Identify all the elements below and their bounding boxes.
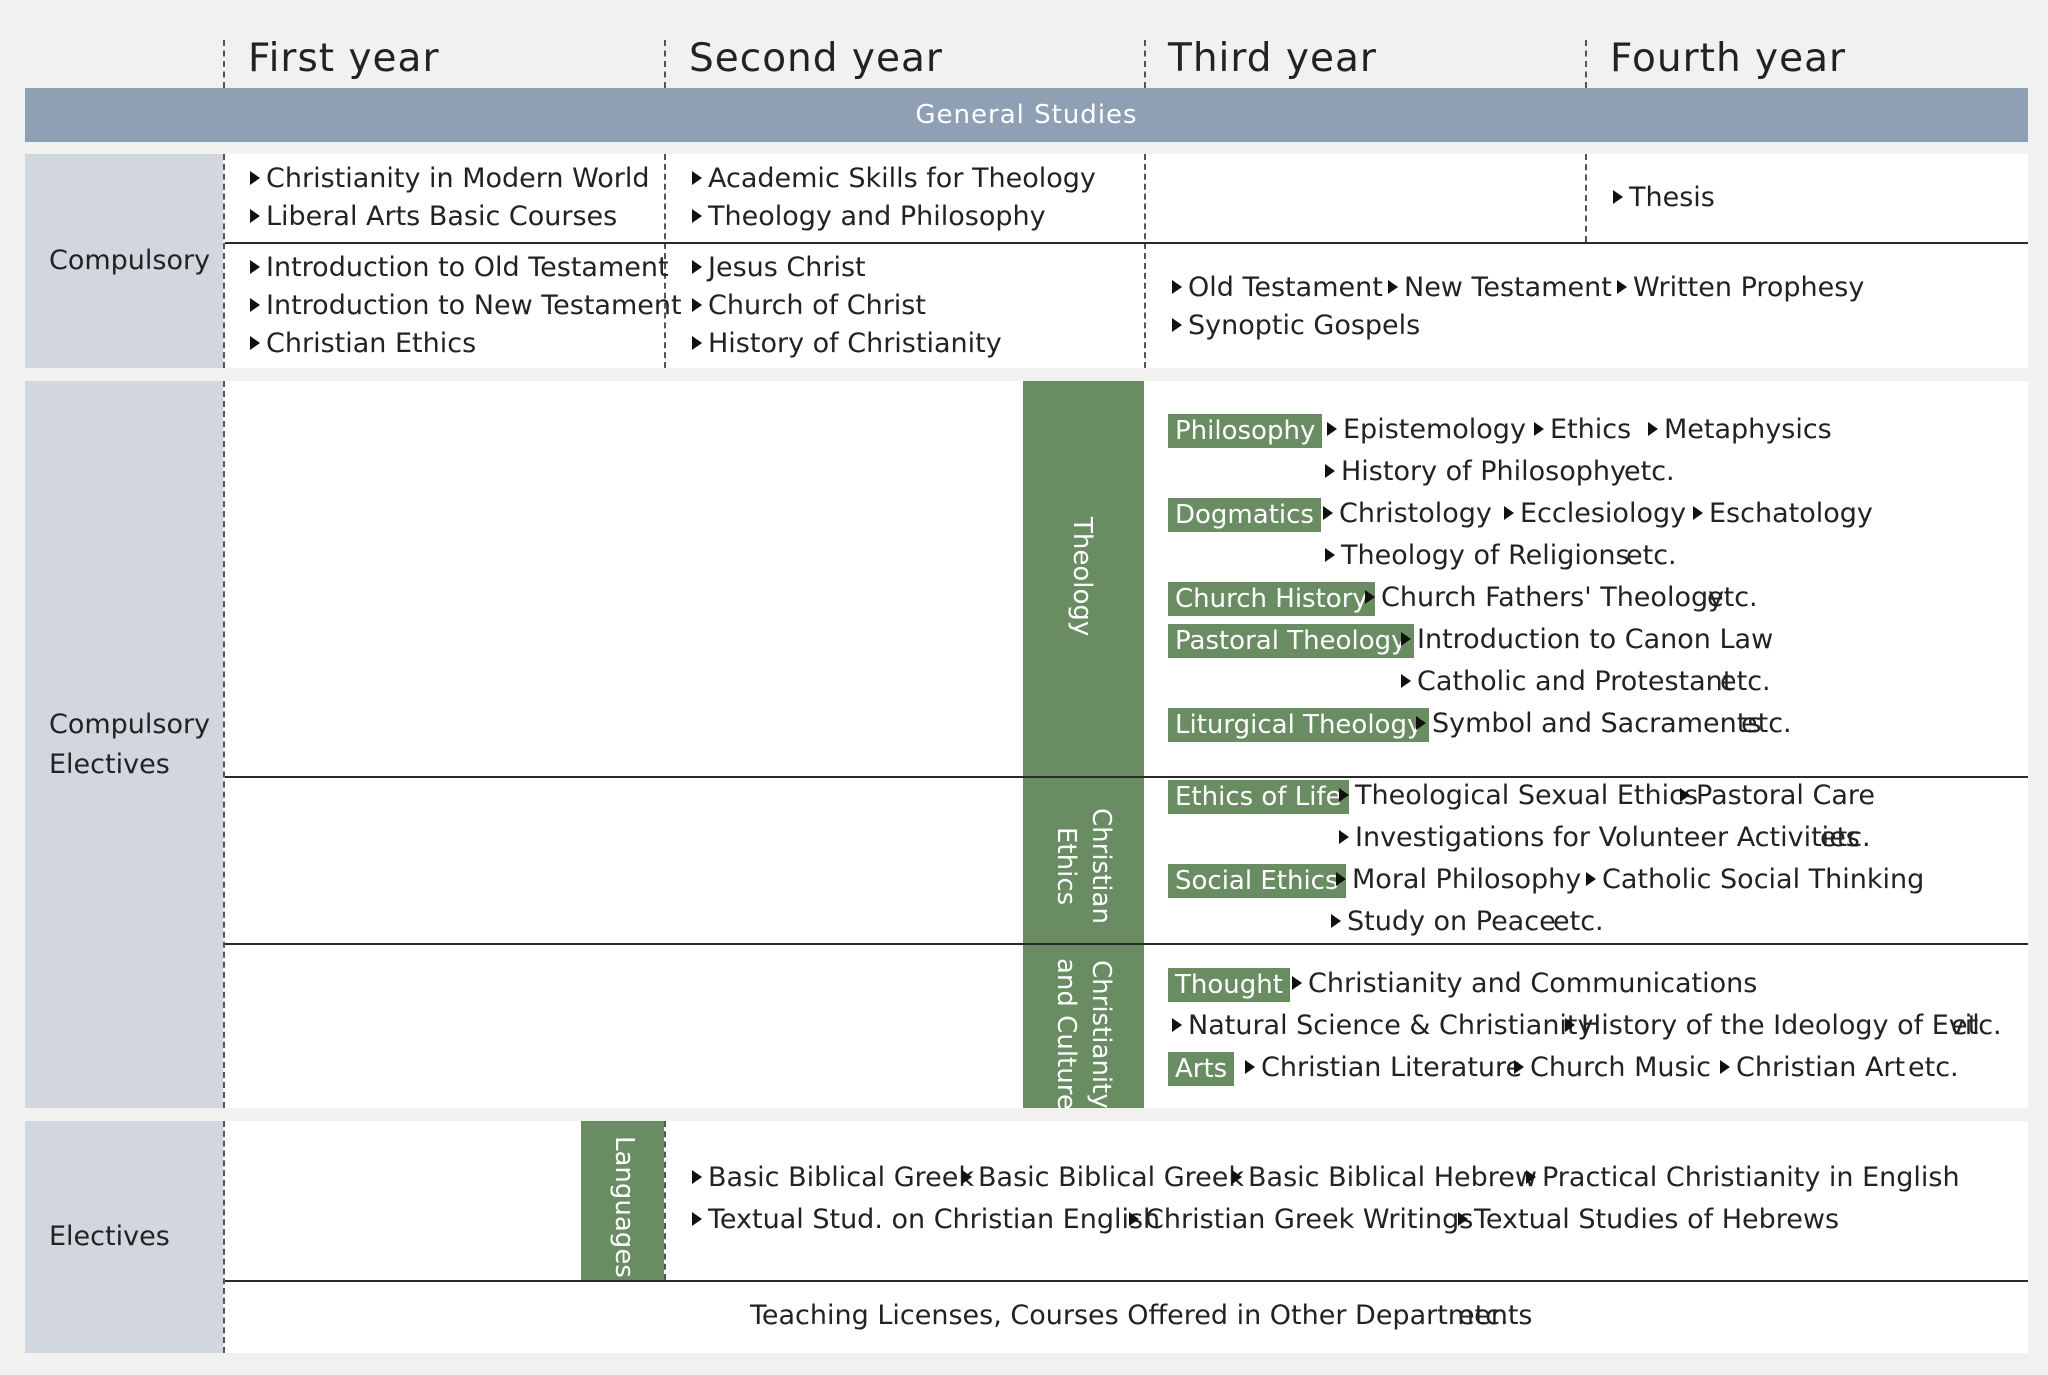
divider	[1144, 40, 1146, 88]
course-item: Pastoral Care	[1680, 780, 1875, 811]
tag-church-history: Church History	[1168, 582, 1375, 616]
tag-thought: Thought	[1168, 968, 1290, 1002]
track-bar-ethics	[1023, 778, 1144, 943]
course-item: Basic Biblical Greek	[692, 1162, 974, 1193]
year-1: First year	[248, 36, 440, 81]
year-3: Third year	[1168, 36, 1377, 81]
etc-label: etc.	[1624, 456, 1675, 487]
course-item: Moral Philosophy	[1336, 864, 1581, 895]
tag-dogmatics: Dogmatics	[1168, 498, 1321, 532]
row-separator	[225, 242, 2028, 244]
course-item: Synoptic Gospels	[1172, 310, 1420, 341]
course-item: Christology	[1323, 498, 1492, 529]
course-item: Ethics	[1534, 414, 1631, 445]
track-theology: Theology	[1067, 517, 1098, 637]
course-item: Academic Skills for Theology	[692, 163, 1096, 194]
course-item: Eschatology	[1693, 498, 1873, 529]
course-item: Christian Art	[1720, 1052, 1905, 1083]
course-item: History of the Ideology of Evil	[1565, 1010, 1980, 1041]
course-item: Ecclesiology	[1504, 498, 1686, 529]
year-4: Fourth year	[1610, 36, 1847, 81]
course-item: Church Fathers' Theology	[1365, 582, 1724, 613]
course-item: Christianity and Communications	[1292, 968, 1757, 999]
etc-label: etc.	[1626, 540, 1677, 571]
course-item: Theological Sexual Ethics	[1339, 780, 1698, 811]
track-bar-languages	[581, 1121, 664, 1280]
etc-label: etc.	[1951, 1010, 2002, 1041]
tag-philosophy: Philosophy	[1168, 414, 1323, 448]
course-item: Christian Greek Writings	[1129, 1204, 1473, 1235]
tag-ethics-of-life: Ethics of Life	[1168, 780, 1349, 814]
etc-label: etc.	[1720, 666, 1771, 697]
track-bar-theology	[1023, 381, 1144, 776]
etc-label: etc.	[1741, 708, 1792, 739]
divider	[1144, 154, 1146, 368]
etc-label: etc.	[1707, 582, 1758, 613]
category-electives: Electives	[25, 1121, 223, 1353]
course-item: Study on Peace	[1331, 906, 1556, 937]
year-header: First year Second year Third year Fourth…	[0, 0, 2048, 88]
course-item: Basic Biblical Hebrew	[1232, 1162, 1537, 1193]
course-item: Church of Christ	[692, 290, 926, 321]
year-2: Second year	[689, 36, 943, 81]
track-christianity-culture: Christianity and Culture	[1051, 958, 1117, 1110]
course-item: History of Christianity	[692, 328, 1002, 359]
electives-panel	[225, 1121, 2028, 1353]
course-item: Metaphysics	[1648, 414, 1832, 445]
other-courses: Teaching Licenses, Courses Offered in Ot…	[750, 1300, 1533, 1331]
course-item: New Testament	[1388, 272, 1612, 303]
tag-social-ethics: Social Ethics	[1168, 864, 1346, 898]
tag-pastoral-theology: Pastoral Theology	[1168, 624, 1414, 658]
row-separator	[225, 943, 2028, 945]
course-item: Introduction to New Testament	[250, 290, 682, 321]
course-item: Natural Science & Christianity	[1172, 1010, 1594, 1041]
course-item: Investigations for Volunteer Activities	[1339, 822, 1860, 853]
etc-label: etc.	[1820, 822, 1871, 853]
divider	[223, 381, 225, 1108]
course-item: Jesus Christ	[692, 252, 866, 283]
course-item: History of Philosophy	[1325, 456, 1626, 487]
divider	[223, 154, 225, 368]
divider	[664, 1121, 666, 1280]
course-item: Introduction to Canon Law	[1401, 624, 1773, 655]
row-separator	[225, 1280, 2028, 1282]
course-item: Catholic Social Thinking	[1586, 864, 1924, 895]
divider	[1585, 154, 1587, 242]
divider	[1585, 40, 1587, 88]
course-item: Christian Ethics	[250, 328, 476, 359]
course-item: Introduction to Old Testament	[250, 252, 669, 283]
course-item: Practical Christianity in English	[1526, 1162, 1960, 1193]
course-item: Theology of Religions	[1325, 540, 1630, 571]
course-item: Epistemology	[1327, 414, 1526, 445]
course-item: Church Music	[1514, 1052, 1711, 1083]
course-item: Symbol and Sacraments	[1416, 708, 1761, 739]
course-item: Old Testament	[1172, 272, 1383, 303]
track-bar-culture	[1023, 945, 1144, 1108]
general-studies-band: General Studies	[25, 88, 2028, 142]
course-item: Christian Literature	[1245, 1052, 1522, 1083]
course-item: Christianity in Modern World	[250, 163, 649, 194]
category-compulsory-electives: Compulsory Electives	[25, 381, 223, 1108]
track-christian-ethics: Christian Ethics	[1051, 808, 1117, 924]
etc-label: etc.	[1908, 1052, 1959, 1083]
course-item: Basic Biblical Greek	[962, 1162, 1244, 1193]
divider	[223, 1121, 225, 1353]
course-item: Theology and Philosophy	[692, 201, 1046, 232]
category-compulsory: Compulsory	[25, 154, 223, 368]
divider	[664, 40, 666, 88]
divider	[223, 40, 225, 88]
course-item: Textual Studies of Hebrews	[1458, 1204, 1839, 1235]
course-item: Written Prophesy	[1617, 272, 1864, 303]
course-item: Textual Stud. on Christian English	[692, 1204, 1160, 1235]
tag-arts: Arts	[1168, 1052, 1235, 1086]
course-item: Liberal Arts Basic Courses	[250, 201, 617, 232]
track-languages: Languages	[609, 1136, 640, 1278]
course-item: Catholic and Protestant	[1401, 666, 1733, 697]
etc-label: etc.	[1458, 1300, 1509, 1331]
etc-label: etc.	[1553, 906, 1604, 937]
course-item: Thesis	[1613, 182, 1715, 213]
tag-liturgical-theology: Liturgical Theology	[1168, 708, 1430, 742]
row-separator	[225, 776, 2028, 778]
